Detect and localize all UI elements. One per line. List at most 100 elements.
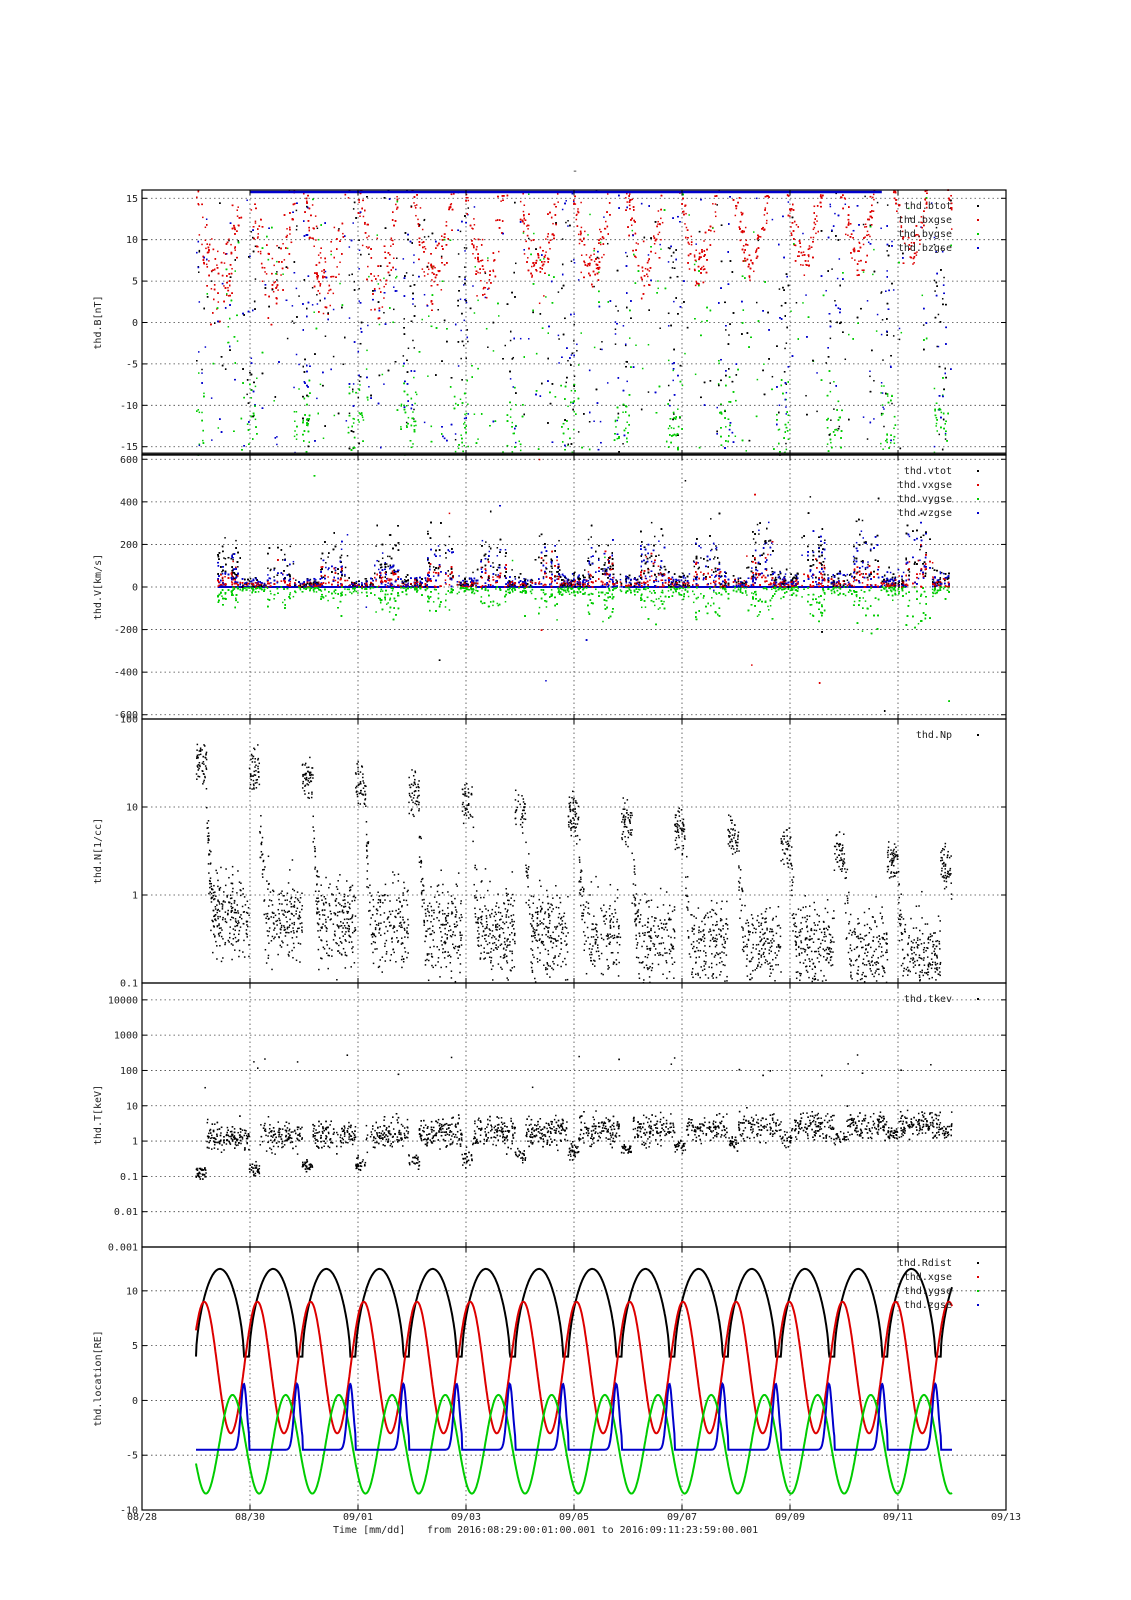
by-point [348, 427, 350, 429]
bx-point [321, 270, 323, 272]
btot-point [251, 231, 253, 233]
bx-point [592, 286, 594, 288]
bx-point [913, 262, 915, 264]
by-point [827, 443, 829, 445]
btot-point [571, 261, 573, 263]
bx-point [715, 203, 717, 205]
btot-point [485, 273, 487, 275]
bz-point [211, 397, 213, 399]
bx-point [482, 239, 484, 241]
by-point [255, 386, 257, 388]
bz-point [466, 302, 468, 304]
bx-point [316, 226, 318, 228]
by-point [672, 370, 674, 372]
bx-point [368, 235, 370, 237]
bx-point [333, 276, 335, 278]
by-point [882, 413, 884, 415]
bz-point [786, 392, 788, 394]
bx-point [523, 231, 525, 233]
bz-point [573, 313, 575, 315]
bz-point [424, 294, 426, 296]
by-point [571, 390, 573, 392]
btot-point [403, 318, 405, 320]
bx-point [659, 232, 661, 234]
bz-point [455, 433, 457, 435]
by-point [234, 270, 236, 272]
by-point [788, 422, 790, 424]
by-point [790, 310, 792, 312]
bx-point [315, 215, 317, 217]
bx-point [866, 226, 868, 228]
bx-point [338, 274, 340, 276]
bx-point [539, 303, 541, 305]
by-point [533, 233, 535, 235]
btot-point [413, 409, 415, 411]
bx-point [545, 255, 547, 257]
bx-point [740, 212, 742, 214]
by-point [922, 295, 924, 297]
bx-point [284, 259, 286, 261]
bx-point [695, 285, 697, 287]
by-point [718, 363, 720, 365]
bz-point [333, 309, 335, 311]
bz-point [198, 351, 200, 353]
panels: 151050-5-10-15thd.B[nT]thd.btotthd.bxgse… [93, 189, 1021, 1523]
btot-point [877, 202, 879, 204]
by-point [464, 422, 466, 424]
bz-point [424, 422, 426, 424]
bz-point [600, 421, 602, 423]
by-point [887, 395, 889, 397]
bx-point [251, 209, 253, 211]
bz-point [460, 330, 462, 332]
bx-point [266, 273, 268, 275]
bx-point [475, 257, 477, 259]
by-point [600, 242, 602, 244]
by-point [718, 383, 720, 385]
btot-point [276, 271, 278, 273]
by-point [474, 312, 476, 314]
bx-point [441, 289, 443, 291]
bx-point [234, 249, 236, 251]
btot-point [833, 408, 835, 410]
by-point [677, 408, 679, 410]
bz-point [296, 288, 298, 290]
bz-point [349, 317, 351, 319]
by-point [413, 377, 415, 379]
btot-point [437, 309, 439, 311]
bx-point [816, 215, 818, 217]
bx-point [374, 275, 376, 277]
by-point [941, 412, 943, 414]
btot-point [198, 271, 200, 273]
bx-point [498, 251, 500, 253]
bx-point [468, 200, 470, 202]
by-point [334, 415, 336, 417]
btot-point [830, 419, 832, 421]
by-point [313, 311, 315, 313]
by-point [802, 302, 804, 304]
by-point [673, 428, 675, 430]
bx-point [642, 270, 644, 272]
btot-point [786, 383, 788, 385]
bx-point [573, 199, 575, 201]
bx-point [684, 223, 686, 225]
bx-point [845, 234, 847, 236]
btot-point [468, 207, 470, 209]
by-point [228, 326, 230, 328]
bz-point [945, 433, 947, 435]
btot-point [353, 208, 355, 210]
bx-point [557, 201, 559, 203]
by-point [349, 386, 351, 388]
btot-point [891, 403, 893, 405]
by-point [876, 330, 878, 332]
bz-point [296, 354, 298, 356]
bx-point [366, 246, 368, 248]
bz-point [829, 204, 831, 206]
bx-point [649, 270, 651, 272]
by-point [330, 254, 332, 256]
bz-point [830, 206, 832, 208]
btot-point [573, 324, 575, 326]
bx-point [477, 272, 479, 274]
bx-point [577, 208, 579, 210]
bx-point [489, 279, 491, 281]
bz-point [601, 349, 603, 351]
